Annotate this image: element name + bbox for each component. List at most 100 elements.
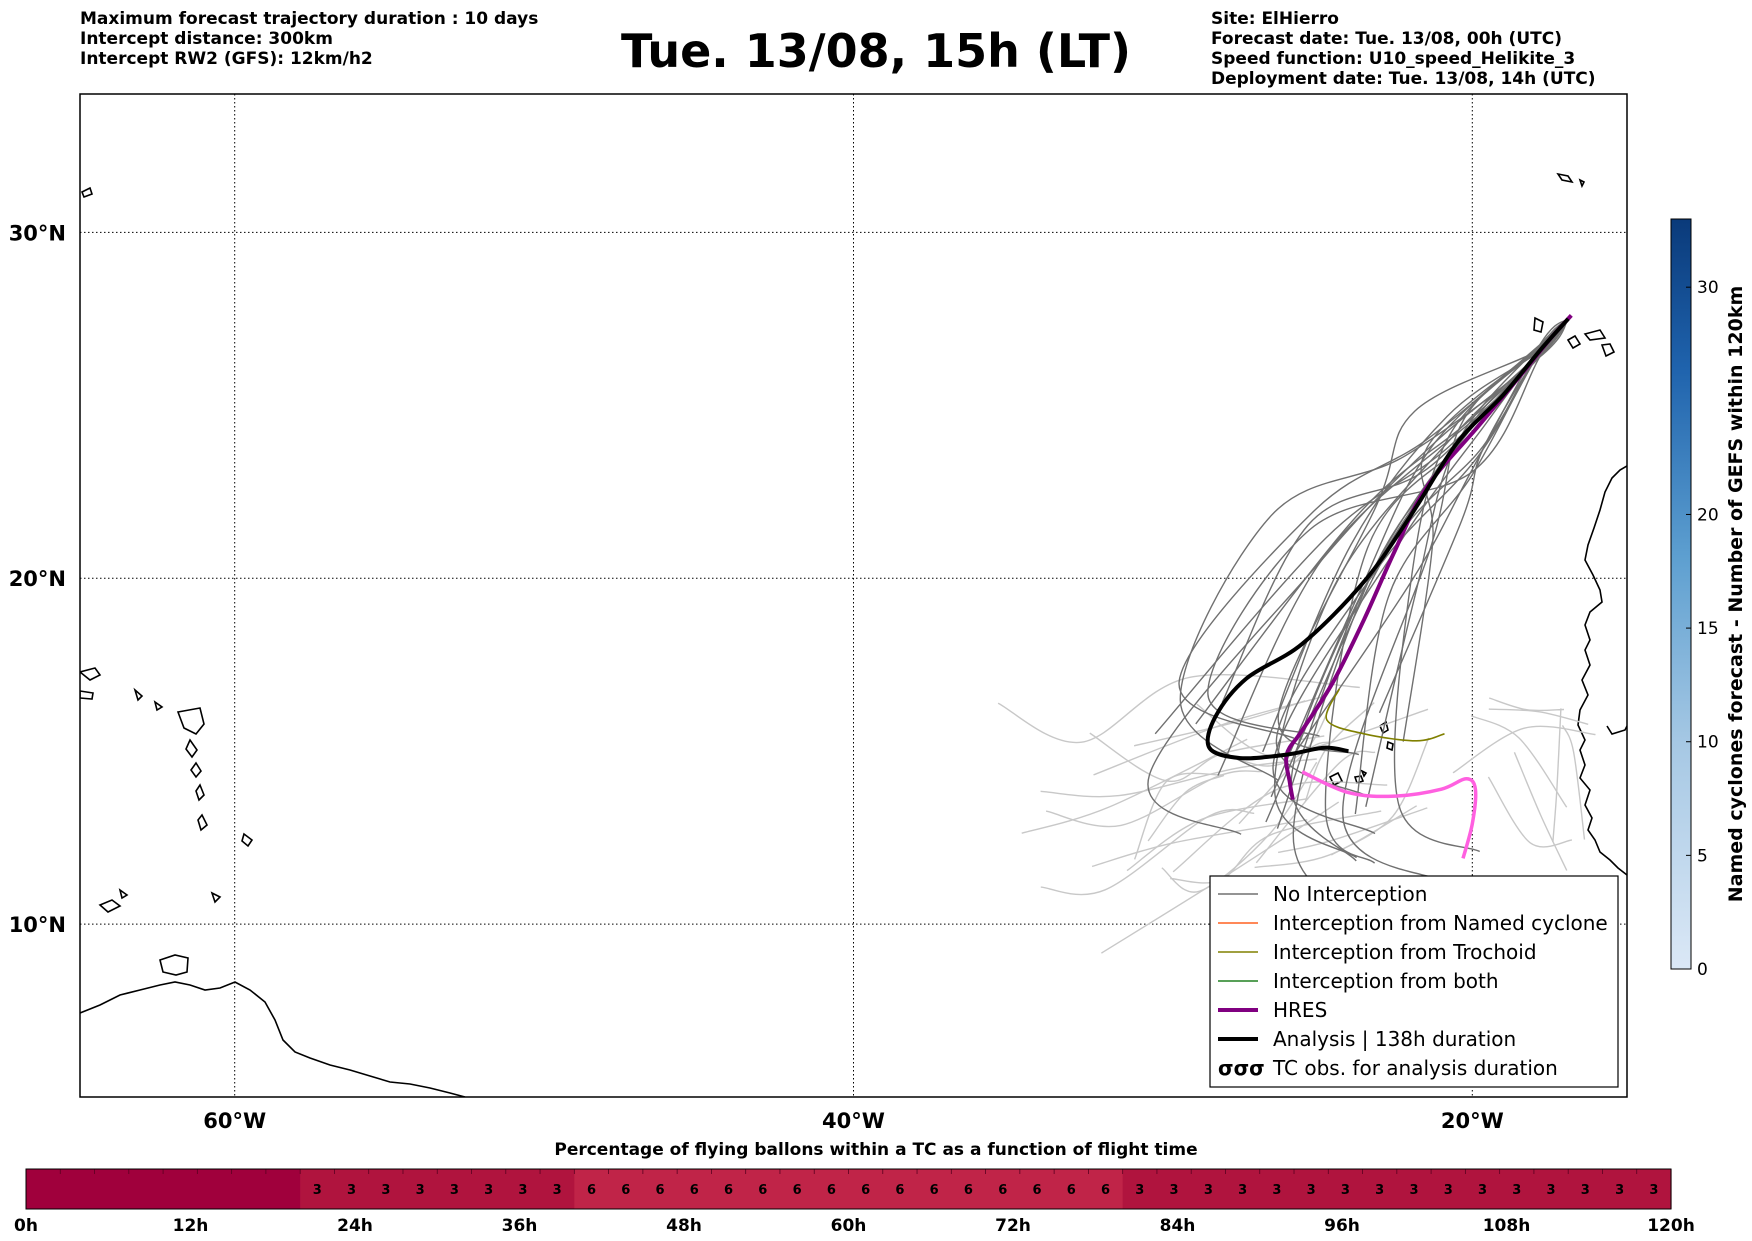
timebar-cell — [368, 1169, 404, 1209]
header-left-info: Maximum forecast trajectory duration : 1… — [80, 9, 538, 69]
timebar-cell-label: 3 — [518, 1183, 527, 1198]
timebar-cell — [1362, 1169, 1398, 1209]
header-left-line: Intercept RW2 (GFS): 12km/h2 — [80, 49, 373, 69]
trajectory-light — [1172, 781, 1388, 873]
timebar-hour-label: 0h — [14, 1216, 38, 1236]
timebar-hour-label: 96h — [1324, 1216, 1360, 1236]
legend-label: HRES — [1273, 998, 1327, 1022]
timebar-cell — [1088, 1169, 1124, 1209]
timebar-cell-label: 3 — [1375, 1183, 1384, 1198]
timebar-cell — [1431, 1169, 1466, 1209]
timebar-cell — [1636, 1169, 1672, 1209]
trajectory-light — [1126, 797, 1309, 872]
timebar-hour-label: 24h — [337, 1216, 373, 1236]
timebar-cell — [471, 1169, 507, 1209]
timebar-cell-label: 3 — [484, 1183, 493, 1198]
timebar-cell — [848, 1169, 884, 1209]
legend: No Interception Interception from Named c… — [1209, 875, 1619, 1088]
trajectory-light — [1452, 725, 1596, 774]
timebar-cell — [951, 1169, 987, 1209]
timebar-cell — [1328, 1169, 1364, 1209]
lat-tick-label: 10°N — [9, 913, 66, 937]
island-trinidad — [159, 954, 189, 976]
timebar-cell — [1225, 1169, 1261, 1209]
madeira — [1556, 172, 1586, 189]
legend-label: Analysis | 138h duration — [1273, 1027, 1516, 1051]
trajectory-light — [1561, 725, 1586, 840]
timebar-cell — [1191, 1169, 1227, 1209]
timebar-cell — [128, 1169, 164, 1209]
trajectory-light — [1089, 732, 1325, 782]
trajectories-no-interception — [1147, 318, 1569, 919]
lat-tick-label: 20°N — [9, 567, 66, 591]
timebar-cell — [1602, 1169, 1638, 1209]
timebar-cell-label: 6 — [655, 1183, 664, 1198]
timebar-cell-label: 3 — [416, 1183, 425, 1198]
timebar-cell-label: 3 — [1547, 1183, 1556, 1198]
timebar-cell-label: 6 — [1032, 1183, 1041, 1198]
timebar-cell-label: 3 — [1581, 1183, 1590, 1198]
timebar-cell — [882, 1169, 918, 1209]
timebar-cell-label: 6 — [895, 1183, 904, 1198]
timebar-hour-labels: 0h 12h 24h 36h 48h 60h 72h 84h 96h 108h 120h — [14, 1216, 1695, 1236]
timebar-cell — [1465, 1169, 1501, 1209]
trajectory-light — [1040, 758, 1317, 798]
header-right-line: Deployment date: Tue. 13/08, 14h (UTC) — [1211, 69, 1596, 89]
timebar-cell — [1294, 1169, 1329, 1209]
timebar-cell — [437, 1169, 473, 1209]
legend-label: Interception from Trochoid — [1273, 940, 1537, 964]
timebar-cell-label: 6 — [930, 1183, 939, 1198]
legend-label: TC obs. for analysis duration — [1272, 1056, 1558, 1080]
trajectory-light — [1488, 697, 1565, 712]
colorbar-fill — [1670, 218, 1692, 970]
trajectory-light — [1330, 737, 1430, 856]
timebar-cell-label: 6 — [724, 1183, 733, 1198]
trajectory-light — [1255, 750, 1376, 864]
timebar-cell — [1156, 1169, 1192, 1209]
trajectory-light — [1488, 708, 1589, 725]
timebar-cell-label: 6 — [587, 1183, 596, 1198]
trajectory-no-interception — [1342, 318, 1569, 884]
trajectory-light — [1277, 807, 1428, 854]
legend-item: No Interception — [1218, 882, 1427, 906]
timebar-cell — [231, 1169, 267, 1209]
timebar-hour-label: 84h — [1160, 1216, 1196, 1236]
trajectory-no-interception — [1292, 318, 1569, 919]
legend-item: Analysis | 138h duration — [1218, 1027, 1516, 1051]
timebar-cell — [505, 1169, 541, 1209]
timebar-hour-label: 60h — [831, 1216, 867, 1236]
colorbar-tick-label: 20 — [1697, 505, 1719, 525]
timebar-cell — [1054, 1169, 1089, 1209]
timebar-cell — [608, 1169, 644, 1209]
timebar-cell — [985, 1169, 1021, 1209]
trajectory-light — [1133, 772, 1222, 860]
timebar-cell — [163, 1169, 198, 1209]
lon-tick-label: 60°W — [203, 1109, 266, 1133]
timebar-cell — [300, 1169, 336, 1209]
timebar-cell — [402, 1169, 438, 1209]
africa-coast-inlet — [1606, 725, 1627, 735]
legend-box — [1209, 875, 1619, 1088]
timebar-cells: 3 3 3 3 3 3 3 3 6 6 6 6 6 6 6 6 6 6 6 6 6 6 6 6 3 3 3 3 3 3 3 3 3 3 3 3 3 3 3 3 — [25, 1169, 1672, 1209]
timebar-cell — [814, 1169, 850, 1209]
page-title: Tue. 13/08, 15h (LT) — [621, 24, 1131, 78]
timebar-cell-label: 3 — [347, 1183, 356, 1198]
island-bermuda — [80, 186, 94, 199]
header-right-line: Forecast date: Tue. 13/08, 00h (UTC) — [1211, 29, 1562, 49]
timebar-cell — [917, 1169, 952, 1209]
canary-islands — [1533, 316, 1616, 358]
timebar-cell-label: 6 — [1101, 1183, 1110, 1198]
trajectories-light — [997, 673, 1596, 954]
legend-item: Interception from Named cyclone — [1218, 911, 1608, 935]
trajectory-light — [1045, 770, 1263, 828]
timebar-cell-label: 6 — [758, 1183, 767, 1198]
timebar-hour-label: 36h — [502, 1216, 538, 1236]
timebar-cell — [94, 1169, 130, 1209]
trajectory-light — [1101, 801, 1340, 954]
header-right-info: Site: ElHierro Forecast date: Tue. 13/08… — [1211, 9, 1596, 89]
timebar-cell-label: 6 — [861, 1183, 870, 1198]
cape-verde-islands — [1328, 720, 1394, 787]
legend-item: Interception from both — [1218, 969, 1499, 993]
colorbar-tick-label: 0 — [1697, 960, 1708, 980]
